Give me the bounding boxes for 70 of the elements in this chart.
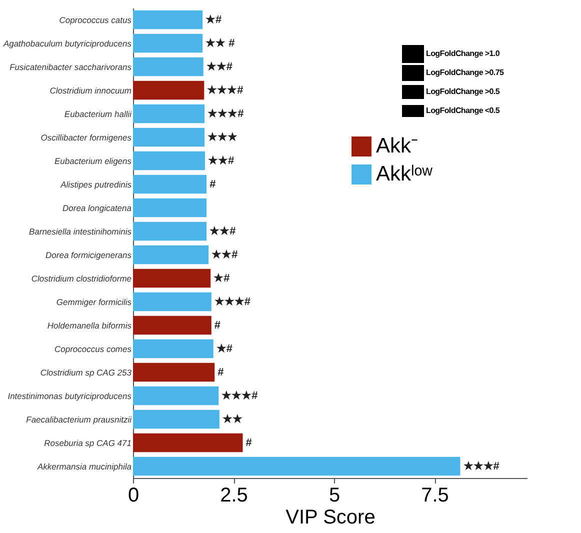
annotation: ★★★# [463, 460, 500, 472]
annotation: ★★★# [207, 84, 244, 96]
y-tick-label: Eubacterium hallii [64, 108, 133, 119]
y-tick-label: Holdemanella biformis [47, 320, 132, 330]
bar [133, 292, 212, 312]
x-axis-title: VIP Score [286, 506, 376, 528]
bar [133, 104, 205, 124]
y-tick-label: Fusicatenibacter saccharivorans [10, 62, 132, 72]
annotation: # [214, 319, 221, 332]
bar [133, 433, 243, 452]
annotation: LogFoldChange >0.75 [426, 68, 504, 77]
y-tick-label: Eubacterium eligens [54, 156, 132, 166]
bar [133, 128, 205, 147]
y-tick-label: Coprococcus comes [54, 344, 132, 354]
bar [133, 245, 209, 264]
y-tick-label: Clostridium sp CAG 253 [40, 367, 132, 378]
bar [133, 174, 207, 194]
bar [133, 268, 211, 288]
y-tick-label: Coprococcus catus [59, 14, 132, 25]
bar [133, 34, 203, 53]
bar [133, 80, 204, 100]
x-tick-label: 7.5 [421, 484, 449, 506]
y-tick-label: Intestinimonas butyriciproducens [8, 390, 132, 401]
y-tick-label: Clostridium innocuum [50, 85, 132, 96]
y-tick-label: Oscillibacter formigenes [40, 132, 132, 142]
annotation: ★★★# [208, 108, 244, 120]
bar [133, 151, 205, 170]
annotation: ★★★# [214, 296, 251, 308]
annotation: ★★★# [222, 390, 258, 402]
y-tick-label: Dorea longicatena [62, 202, 132, 213]
y-tick-label: Dorea formicigenerans [46, 250, 132, 260]
annotation: LogFoldChange >0.5 [426, 87, 500, 96]
y-tick-label: Alistipes putredinis [60, 179, 132, 190]
bar [133, 57, 204, 76]
x-tick-label: 2.5 [220, 484, 248, 506]
y-tick-label: Faecalibacterium prausnitzii [26, 414, 133, 424]
legend-label: Akkˡᵒʷ [376, 162, 434, 186]
bar [133, 316, 212, 335]
annotation: LogFoldChange <0.5 [426, 106, 500, 115]
bar [133, 198, 207, 218]
bar [133, 339, 214, 358]
legend-label: Akk⁻ [376, 134, 418, 158]
annotation: ★# [206, 14, 222, 26]
y-tick-label: Roseburia sp CAG 471 [44, 438, 132, 448]
annotation: # [210, 178, 216, 190]
annotation: ★★ [222, 413, 242, 426]
annotation: ★★ # [206, 37, 235, 50]
bar [133, 222, 207, 241]
bar [133, 410, 220, 429]
bar [133, 10, 203, 30]
annotation: # [218, 366, 224, 378]
annotation: ★★# [212, 248, 238, 261]
annotation: LogFoldChange >1.0 [426, 49, 500, 58]
y-tick-label: Barnesiella intestinihominis [28, 226, 132, 236]
annotation: ★# [216, 342, 233, 355]
y-tick-label: Agathobaculum butyriciproducens [2, 38, 132, 48]
y-tick-label: Clostridium clostridioforme [31, 273, 132, 284]
annotation: ★★# [210, 225, 236, 238]
x-tick-label: 5 [328, 484, 340, 506]
bar [133, 362, 215, 382]
annotation: ★★# [206, 60, 232, 73]
annotation: ★# [214, 272, 230, 284]
bar [133, 456, 460, 476]
annotation: # [246, 436, 252, 449]
x-tick-label: 0 [128, 484, 140, 506]
y-tick-label: Gemmiger formicilis [56, 296, 132, 307]
annotation: ★★# [208, 154, 234, 167]
annotation: ★★★ [208, 131, 238, 144]
bar [133, 386, 219, 406]
y-tick-label: Akkermansia muciniphila [36, 461, 132, 472]
